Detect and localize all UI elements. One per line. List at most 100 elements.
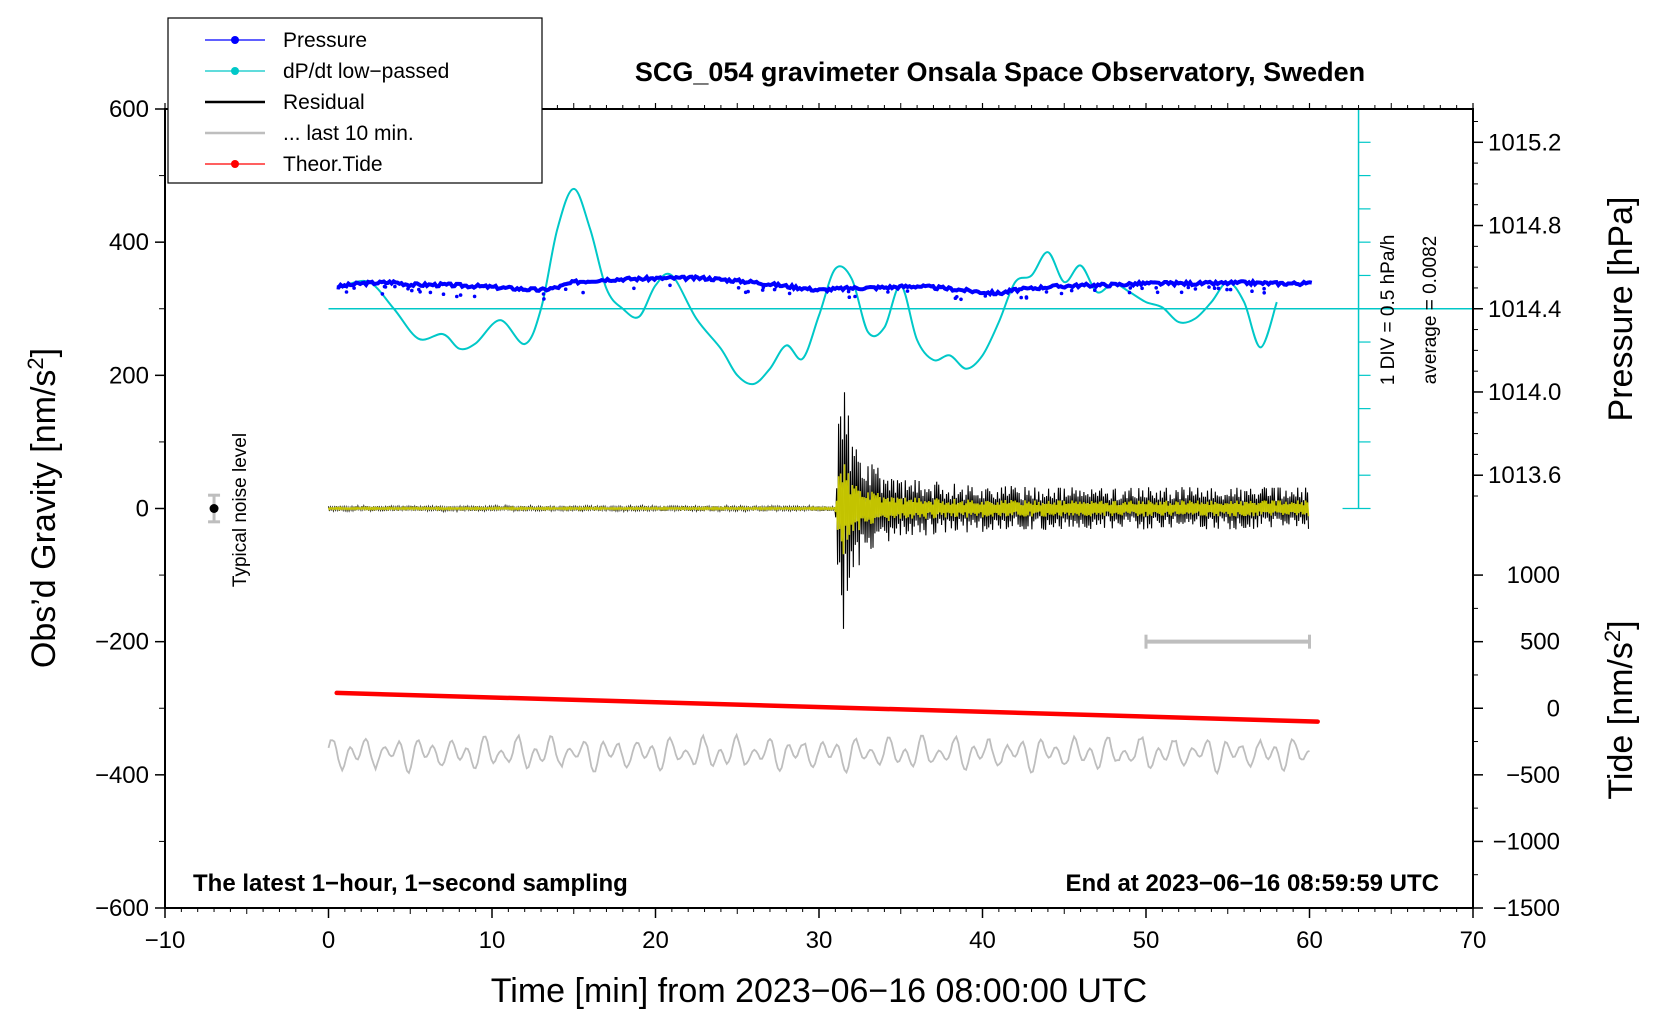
tide-tick-label: 1000 [1507, 562, 1560, 589]
pressure-point [736, 286, 741, 290]
pressure-point [1186, 285, 1191, 290]
x-tick-label: 40 [969, 927, 996, 954]
pressure-point [953, 296, 958, 301]
pressure-point [1128, 286, 1133, 290]
pressure-point [1250, 289, 1254, 294]
x-tick-label: 50 [1133, 927, 1160, 954]
chart-title: SCG_054 gravimeter Onsala Space Observat… [635, 57, 1365, 87]
legend-box [167, 17, 543, 184]
legend-label: dP/dt low−passed [283, 60, 449, 83]
residual-filtered-line [327, 464, 1310, 555]
pressure-point [406, 286, 410, 291]
pressure-point [455, 294, 459, 299]
pressure-point [1024, 296, 1029, 300]
plot-frame [164, 108, 1474, 909]
x-tick-label: 10 [479, 927, 506, 954]
y-tick-label: −200 [95, 629, 149, 656]
pressure-point [632, 286, 636, 291]
pressure-point [1155, 290, 1160, 295]
legend-swatch-marker [231, 160, 239, 168]
pressure-series-line [336, 273, 1313, 298]
pressure-point [1212, 286, 1217, 291]
tide-tick-label: 0 [1547, 695, 1560, 722]
x-tick-label: 30 [806, 927, 833, 954]
x-tick-label: 20 [642, 927, 669, 954]
pressure-point [1179, 290, 1184, 295]
y-axis-title-gravity: Obs’d Gravity [nm/s2] [23, 348, 63, 668]
pressure-tick-label: 1015.2 [1488, 129, 1561, 156]
pressure-point [1154, 286, 1158, 290]
pressure-tick-label: 1014.4 [1488, 296, 1561, 323]
legend-item: Residual [205, 91, 365, 114]
pressure-point [1059, 291, 1064, 296]
tide-series-line [334, 690, 1320, 724]
pressure-point [581, 290, 585, 295]
last10-trace [327, 732, 1310, 776]
tide-tick-label: −500 [1506, 762, 1560, 789]
tide-tick-label: −1500 [1493, 895, 1560, 922]
pressure-point [410, 288, 414, 293]
pressure-point [787, 291, 792, 296]
pressure-point [458, 293, 463, 297]
pressure-point [1262, 286, 1266, 291]
legend-swatch-marker [231, 67, 239, 75]
pressure-point [886, 290, 890, 294]
pressure-point [541, 292, 546, 296]
tide-tick-label: 500 [1520, 629, 1560, 656]
y-tick-label: −400 [95, 762, 149, 789]
dpdt-division-label: 1 DIV = 0.5 hPa/h [1378, 235, 1399, 386]
x-tick-label: −10 [145, 927, 186, 954]
pressure-point [760, 288, 765, 292]
legend-label: ... last 10 min. [283, 122, 414, 145]
pressure-point [1225, 287, 1229, 292]
pressure-point [743, 290, 748, 295]
legend-item: Pressure [205, 29, 367, 52]
legend-swatch-marker [231, 36, 239, 44]
pressure-point [772, 287, 777, 292]
pressure-point [1262, 291, 1266, 295]
y-tick-label: −600 [95, 895, 149, 922]
pressure-point [380, 292, 385, 296]
pressure-point [393, 284, 397, 289]
pressure-point [1044, 290, 1049, 294]
pressure-point [1127, 290, 1132, 295]
footer-sampling-note: The latest 1−hour, 1−second sampling [193, 870, 628, 897]
axis-ticks: −10 0 10 20 30 40 50 60 70 600 400 200 0 −200 −400 −600… [95, 96, 1561, 954]
pressure-tick-label: 1014.0 [1488, 379, 1561, 406]
pressure-point [1207, 285, 1211, 289]
pressure-point [959, 297, 963, 302]
pressure-point [383, 285, 388, 289]
pressure-point [983, 294, 988, 298]
x-axis-title: Time [min] from 2023−06−16 08:00:00 UTC [491, 972, 1147, 1010]
y-axis-title-pressure: Pressure [hPa] [1602, 197, 1640, 422]
pressure-tick-label: 1014.8 [1488, 213, 1561, 240]
noise-level-label: Typical noise level [230, 433, 251, 587]
pressure-point [668, 283, 672, 288]
noise-marker-point [209, 504, 219, 513]
legend-item: ... last 10 min. [205, 122, 414, 145]
pressure-point [1193, 287, 1198, 291]
y-tick-label: 0 [136, 496, 149, 523]
pressure-point [441, 292, 446, 297]
footer-end-time: End at 2023−06−16 08:59:59 UTC [1065, 870, 1439, 897]
pressure-point [1140, 286, 1144, 291]
pressure-point [846, 289, 851, 294]
pressure-point [847, 295, 852, 300]
y-tick-label: 400 [109, 229, 149, 256]
legend-label: Theor.Tide [283, 153, 383, 176]
pressure-point [542, 297, 546, 301]
pressure-point [352, 286, 356, 290]
x-tick-label: 0 [322, 927, 335, 954]
pressure-point [905, 289, 910, 293]
y-axis-title-tide: Tide [nm/s2] [1600, 620, 1640, 799]
pressure-point [563, 287, 568, 292]
legend-label: Pressure [283, 29, 367, 52]
pressure-point [853, 294, 857, 299]
y-tick-label: 200 [109, 362, 149, 389]
pressure-point [1019, 295, 1023, 300]
pressure-point [1093, 288, 1097, 293]
series-layer [208, 108, 1473, 776]
pressure-point [761, 285, 766, 290]
y-tick-label: 600 [109, 96, 149, 123]
